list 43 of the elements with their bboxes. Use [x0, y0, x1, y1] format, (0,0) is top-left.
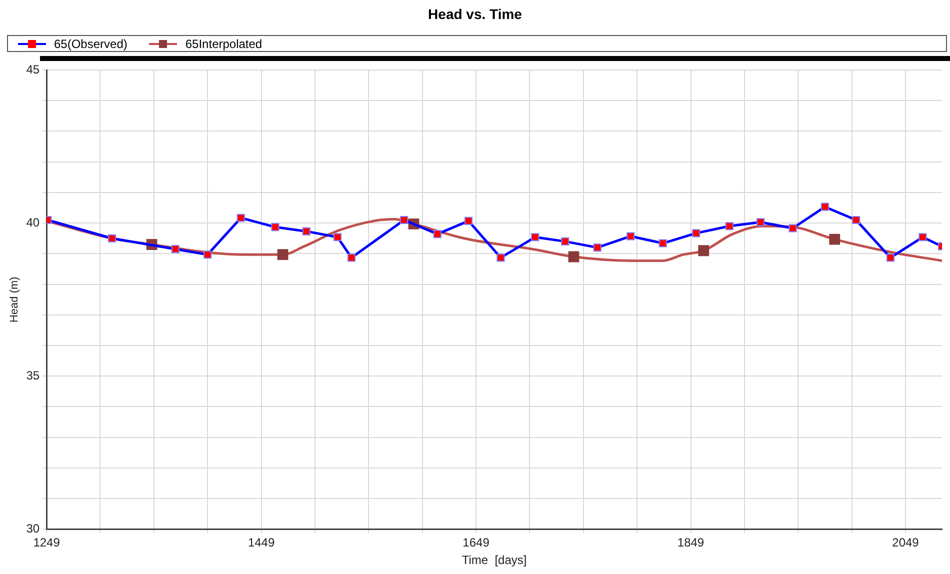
point [171, 245, 180, 254]
point [496, 254, 505, 262]
point [593, 244, 602, 252]
legend-label: 65Interpolated [185, 36, 262, 50]
point [108, 234, 116, 242]
point [277, 249, 288, 260]
point [692, 229, 700, 238]
y-tick-label: 40 [26, 215, 40, 230]
point [725, 222, 734, 230]
point [204, 250, 212, 259]
point [236, 214, 245, 222]
point [400, 216, 408, 224]
point [464, 216, 473, 225]
point [561, 237, 570, 246]
point [658, 239, 667, 248]
y-tick-label: 35 [26, 368, 40, 382]
point [918, 233, 927, 242]
point [626, 232, 635, 240]
y-tick-label: 45 [26, 62, 40, 76]
point [788, 224, 797, 232]
y-tick-label: 30 [26, 522, 40, 536]
x-tick-label: 1649 [462, 536, 490, 550]
point [886, 254, 894, 262]
point [271, 223, 280, 232]
point [347, 254, 356, 262]
point [333, 233, 342, 242]
legend-label: 65(Observed) [54, 36, 128, 50]
x-axis-title: Time [days] [462, 553, 527, 568]
x-tick-label: 2049 [892, 536, 920, 550]
point [698, 245, 710, 256]
point [433, 230, 442, 238]
point [820, 202, 830, 211]
y-axis-title: Head (m) [8, 276, 21, 323]
point [568, 251, 580, 262]
point [756, 218, 765, 226]
x-tick-label: 1449 [248, 536, 275, 550]
x-tick-label: 1249 [33, 536, 60, 550]
point [302, 227, 310, 236]
x-tick-label: 1849 [677, 536, 704, 550]
point [852, 216, 860, 224]
point [531, 233, 540, 242]
point [829, 234, 840, 245]
chart-title: Head vs. Time [427, 6, 523, 22]
